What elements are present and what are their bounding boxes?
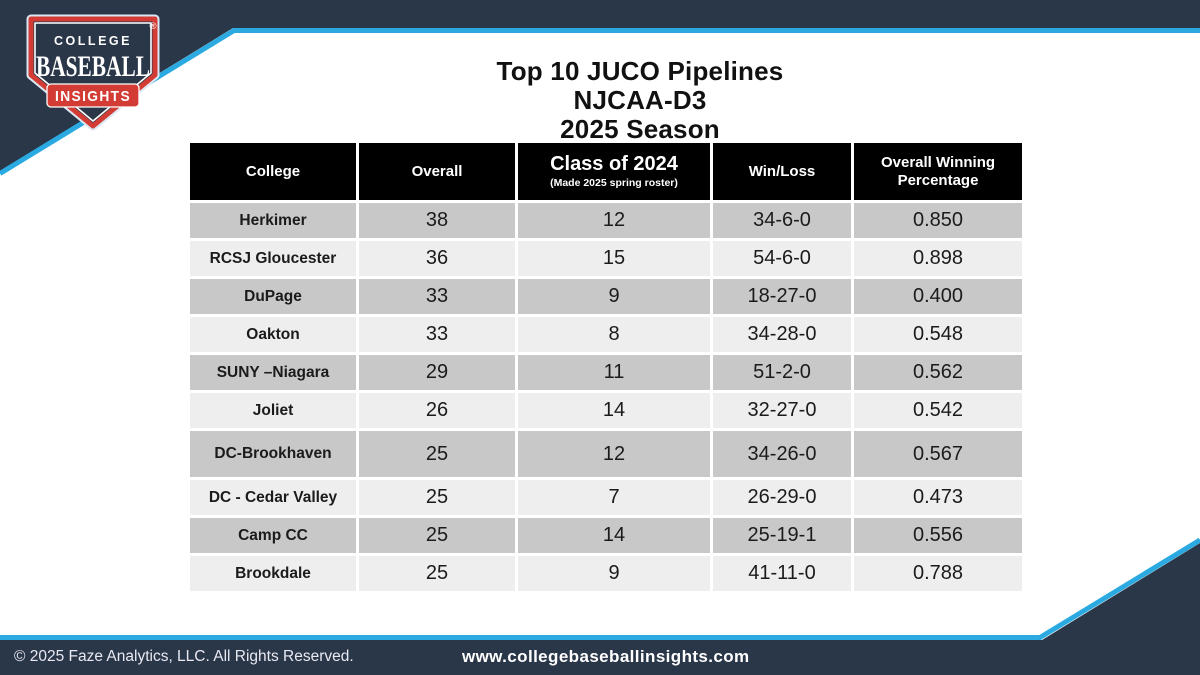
value-cell: 14 [518,518,710,553]
value-cell: 18-27-0 [713,279,851,314]
college-name-cell: Oakton [190,317,356,352]
value-cell: 33 [359,279,515,314]
value-cell: 9 [518,556,710,591]
header-cell: Overall Winning Percentage [854,143,1022,200]
value-cell: 0.562 [854,355,1022,390]
college-name-cell: DC - Cedar Valley [190,480,356,515]
table-header-row: College Overall Class of 2024 (Made 2025 sp… [190,143,1022,200]
footer-bar: © 2025 Faze Analytics, LLC. All Rights R… [0,640,1200,675]
college-name-cell: RCSJ Gloucester [190,241,356,276]
value-cell: 15 [518,241,710,276]
value-cell: 8 [518,317,710,352]
value-cell: 54-6-0 [713,241,851,276]
bottom-cyan-stripe [0,537,1200,640]
table-row: RCSJ Gloucester 36 15 54-6-0 0.898 [190,241,1022,276]
top-cyan-stripe [0,28,1200,176]
table-row: SUNY –Niagara 29 11 51-2-0 0.562 [190,355,1022,390]
header-sublabel: (Made 2025 spring roster) [550,177,678,189]
value-cell: 7 [518,480,710,515]
value-cell: 29 [359,355,515,390]
table-row: Oakton 33 8 34-28-0 0.548 [190,317,1022,352]
value-cell: 25 [359,480,515,515]
value-cell: 34-6-0 [713,203,851,238]
value-cell: 0.556 [854,518,1022,553]
value-cell: 25 [359,431,515,477]
page-title: Top 10 JUCO Pipelines NJCAA-D3 2025 Seas… [300,57,980,144]
college-name-cell: Joliet [190,393,356,428]
value-cell: 0.400 [854,279,1022,314]
value-cell: 0.542 [854,393,1022,428]
value-cell: 14 [518,393,710,428]
table-row: DuPage 33 9 18-27-0 0.400 [190,279,1022,314]
table-body: Herkimer 38 12 34-6-0 0.850 RCSJ Gloucester 36… [190,203,1022,591]
college-name-cell: Camp CC [190,518,356,553]
value-cell: 32-27-0 [713,393,851,428]
title-line-1: Top 10 JUCO Pipelines [496,56,784,86]
value-cell: 26 [359,393,515,428]
table-row: Herkimer 38 12 34-6-0 0.850 [190,203,1022,238]
title-line-2: NJCAA-D3 [573,85,707,115]
table-row: Camp CC 25 14 25-19-1 0.556 [190,518,1022,553]
header-cell: Class of 2024 (Made 2025 spring roster) [518,143,710,200]
value-cell: 25 [359,556,515,591]
college-name-cell: SUNY –Niagara [190,355,356,390]
logo-insights-box [46,83,140,108]
header-label: Overall Winning Percentage [880,153,996,189]
college-baseball-insights-logo: COLLEGE BASEBALL INSIGHTS ® [26,14,160,131]
header-cell: College [190,143,356,200]
header-label: Class of 2024 [550,153,678,175]
header-cell: Overall [359,143,515,200]
table-row: Brookdale 25 9 41-11-0 0.788 [190,556,1022,591]
header-label: Win/Loss [748,162,816,180]
college-name-cell: DuPage [190,279,356,314]
value-cell: 36 [359,241,515,276]
value-cell: 0.548 [854,317,1022,352]
website-url: www.collegebaseballinsights.com [461,647,750,666]
table-row: Joliet 26 14 32-27-0 0.542 [190,393,1022,428]
logo-baseball-text: BASEBALL [36,50,150,83]
copyright-text: © 2025 Faze Analytics, LLC. All Rights R… [14,648,354,665]
value-cell: 51-2-0 [713,355,851,390]
college-name-cell: Herkimer [190,203,356,238]
value-cell: 0.898 [854,241,1022,276]
value-cell: 0.567 [854,431,1022,477]
value-cell: 38 [359,203,515,238]
value-cell: 25 [359,518,515,553]
juco-pipelines-table: College Overall Class of 2024 (Made 2025 sp… [190,143,1022,591]
bottom-navy-band [0,543,1200,675]
value-cell: 41-11-0 [713,556,851,591]
value-cell: 26-29-0 [713,480,851,515]
value-cell: 0.850 [854,203,1022,238]
value-cell: 34-28-0 [713,317,851,352]
table-row: DC-Brookhaven 25 12 34-26-0 0.567 [190,431,1022,477]
value-cell: 12 [518,203,710,238]
title-line-3: 2025 Season [560,114,720,144]
value-cell: 12 [518,431,710,477]
value-cell: 9 [518,279,710,314]
value-cell: 25-19-1 [713,518,851,553]
college-name-cell: Brookdale [190,556,356,591]
header-label: Overall [411,162,463,180]
logo-college-text: COLLEGE [54,34,132,48]
value-cell: 34-26-0 [713,431,851,477]
logo-insights-text: INSIGHTS [55,88,131,105]
value-cell: 0.788 [854,556,1022,591]
value-cell: 33 [359,317,515,352]
header-cell: Win/Loss [713,143,851,200]
header-label: College [245,162,301,180]
value-cell: 0.473 [854,480,1022,515]
college-name-cell: DC-Brookhaven [190,431,356,477]
value-cell: 11 [518,355,710,390]
registered-trademark-icon: ® [150,21,157,32]
table-row: DC - Cedar Valley 25 7 26-29-0 0.473 [190,480,1022,515]
